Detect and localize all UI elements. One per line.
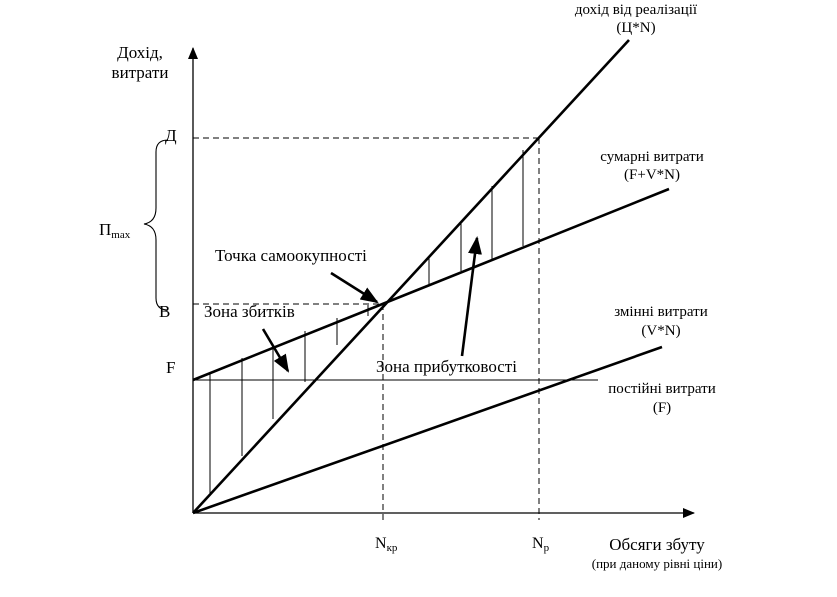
- break-even-label: Точка самоокупності: [215, 246, 367, 265]
- p-max-main: П: [99, 220, 112, 239]
- tick-label-b: B: [159, 302, 171, 321]
- variable-costs-line: [192, 345, 663, 515]
- dashed-guides: [193, 137, 540, 520]
- variable-costs-label: змінні витрати (V*N): [598, 305, 724, 339]
- break-even-arrow: [330, 271, 379, 304]
- total-costs-line: [192, 187, 670, 382]
- tick-label-d: Д: [165, 126, 177, 145]
- fixed-costs-label: постійні витрати (F): [592, 382, 732, 416]
- p-max-brace: [143, 139, 169, 311]
- n-kr-sub: кр: [386, 542, 398, 554]
- y-axis-title-line1: Дохід,: [117, 43, 163, 62]
- p-max-label: Пmax: [99, 221, 130, 241]
- y-axis-title-line2: витрати: [111, 63, 169, 82]
- profit-zone-arrow: [460, 236, 482, 357]
- revenue-line: [192, 39, 630, 514]
- variable-label-line1: змінні витрати: [614, 304, 708, 320]
- tick-label-n-kr: Nкр: [375, 536, 397, 554]
- fixed-label-line2: (F): [652, 400, 672, 416]
- total-label-line2: (F+V*N): [624, 167, 680, 183]
- loss-zone-label: Зона збитків: [204, 302, 295, 321]
- total-label-line1: сумарні витрати: [600, 149, 704, 165]
- profit-zone-label: Зона прибутковості: [376, 357, 517, 376]
- y-axis-title: Дохід, витрати: [100, 44, 180, 81]
- n-kr-main: N: [375, 535, 387, 552]
- p-max-sub: max: [111, 229, 131, 241]
- n-r-main: N: [532, 535, 544, 552]
- revenue-label-line1: дохід від реалізації: [574, 2, 698, 18]
- revenue-line-label: дохід від реалізації (Ц*N): [556, 3, 716, 36]
- x-axis-title-main: Обсяги збуту: [609, 535, 705, 554]
- revenue-label-line2: (Ц*N): [616, 20, 656, 36]
- x-axis-title: Обсяги збуту (при даному рівні ціни): [576, 536, 738, 570]
- tick-label-f: F: [166, 358, 176, 377]
- variable-label-line2: (V*N): [641, 323, 681, 339]
- profit-zone-hatching: [428, 150, 524, 285]
- x-axis-subtitle: (при даному рівні ціни): [591, 556, 723, 571]
- loss-zone-hatching: [209, 305, 369, 493]
- fixed-label-line1: постійні витрати: [608, 381, 716, 397]
- total-costs-label: сумарні витрати (F+V*N): [582, 150, 722, 183]
- loss-zone-arrow: [261, 328, 290, 373]
- tick-label-n-r: Nр: [532, 536, 549, 554]
- n-r-sub: р: [543, 542, 550, 554]
